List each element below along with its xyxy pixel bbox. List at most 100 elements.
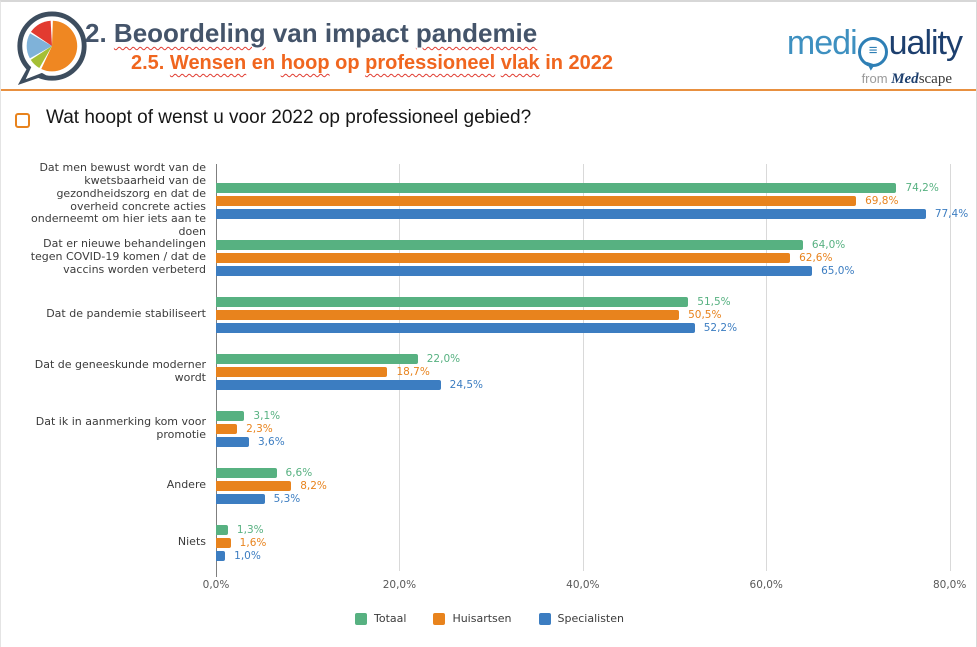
title-segment: van impact <box>265 18 416 48</box>
bar-group: 3,1% 2,3% 3,6% <box>216 409 968 448</box>
value-label: 3,1% <box>253 409 281 422</box>
x-tick-label: 40,0% <box>566 579 600 591</box>
vertical-gridline <box>582 164 584 571</box>
bar-line: 77,4% <box>216 208 968 220</box>
category-label: Dat er nieuwe behandelingen tegen COVID-… <box>30 237 206 276</box>
bar-huisartsen <box>216 366 388 377</box>
bar-totaal <box>216 410 245 421</box>
bar-group: 64,0% 62,6% 65,0% <box>216 238 968 277</box>
bar-specialisten <box>216 493 265 504</box>
bar-specialisten <box>216 265 813 276</box>
orange-checkbox-bullet-icon <box>15 113 30 128</box>
title-segment: in 2022 <box>539 52 614 74</box>
chart-row: Niets 1,3% 1,6% 1,0% <box>11 514 968 571</box>
chart-row: Dat de geneeskunde moderner wordt 22,0% 18… <box>11 343 968 400</box>
tagline-scape: scape <box>918 70 952 87</box>
value-label: 64,0% <box>811 238 846 251</box>
value-label: 62,6% <box>799 251 833 264</box>
chart-row: Dat er nieuwe behandelingen tegen COVID-… <box>11 229 968 286</box>
x-tick-label: 0,0% <box>202 579 230 591</box>
bar-group: 51,5% 50,5% 52,2% <box>216 296 968 334</box>
title-segment: Beoordeling <box>113 18 266 48</box>
bar-line: 8,2% <box>216 479 968 492</box>
mediquality-wordmark: medi ≡ uality <box>786 24 963 67</box>
bar-line: 65,0% <box>216 264 968 277</box>
slide-header: 2. Beoordeling van impact pandemie 2.5. … <box>1 2 976 91</box>
from-medscape-tagline: from Medscape <box>787 71 952 88</box>
x-tick-label: 60,0% <box>749 579 783 591</box>
bar-line: 5,3% <box>216 493 968 505</box>
legend-swatch-icon <box>355 612 367 625</box>
title-segment: vlak <box>500 52 540 74</box>
legend-item-specialisten: Specialisten <box>538 612 624 625</box>
legend-swatch-icon <box>538 612 551 625</box>
chart-row: Dat men bewust wordt van de kwetsbaarhei… <box>11 161 968 237</box>
slide-subtitle: 2.5. Wensen en hoop op professioneel vla… <box>131 52 613 75</box>
value-label: 1,3% <box>236 523 264 536</box>
question-text: Wat hoopt of wenst u voor 2022 op profes… <box>46 107 532 128</box>
bar-line: 51,5% <box>216 296 968 308</box>
bar-line: 64,0% <box>216 238 968 251</box>
bar-specialisten <box>216 436 249 447</box>
value-label: 1,0% <box>234 549 261 562</box>
value-label: 6,6% <box>285 466 313 479</box>
title-segment: op <box>329 52 366 74</box>
bar-line: 3,6% <box>216 435 968 448</box>
bar-chart: Dat men bewust wordt van de kwetsbaarhei… <box>11 161 968 642</box>
value-label: 65,0% <box>821 264 855 277</box>
wordmark-medi: medi <box>786 24 858 62</box>
legend-label: Totaal <box>374 612 407 625</box>
speech-bubble-q-icon: ≡ <box>857 36 888 67</box>
bar-specialisten <box>216 322 695 333</box>
bar-group: 1,3% 1,6% 1,0% <box>216 523 968 562</box>
bar-totaal <box>216 524 228 535</box>
title-segment: en <box>246 52 281 74</box>
tagline-med: Med <box>891 70 919 87</box>
vertical-gridline <box>766 164 768 571</box>
value-label: 8,2% <box>300 479 327 492</box>
vertical-gridline <box>949 164 951 571</box>
mediquality-pie-bubble-logo <box>17 11 87 86</box>
legend-label: Specialisten <box>557 612 624 625</box>
chart-row: Dat de pandemie stabiliseert 51,5% 50,5% 52… <box>11 286 968 343</box>
title-segment: professioneel <box>365 52 496 74</box>
legend-item-huisartsen: Huisartsen <box>433 612 512 625</box>
bar-totaal <box>216 353 418 364</box>
x-tick-label: 20,0% <box>382 579 417 591</box>
value-label: 3,6% <box>258 435 285 448</box>
bar-line: 50,5% <box>216 309 968 321</box>
bar-totaal <box>216 467 277 478</box>
bar-huisartsen <box>216 309 680 320</box>
bar-huisartsen <box>216 480 292 491</box>
bar-huisartsen <box>216 537 231 548</box>
bar-line: 22,0% <box>216 352 968 365</box>
value-label: 18,7% <box>396 365 430 378</box>
bar-line: 2,3% <box>216 423 968 435</box>
bar-totaal <box>216 182 897 193</box>
title-block: 2. Beoordeling van impact pandemie 2.5. … <box>85 18 613 75</box>
legend-label: Huisartsen <box>452 612 512 625</box>
x-axis: 0,0% 20,0% 40,0% 60,0% 80,0% <box>203 579 968 595</box>
legend-item-totaal: Totaal <box>355 612 406 625</box>
category-label: Dat ik in aanmerking kom voor promotie <box>35 414 206 441</box>
bar-huisartsen <box>216 423 238 434</box>
bar-specialisten <box>216 379 441 390</box>
bar-line: 1,0% <box>216 549 968 562</box>
category-label: Dat de pandemie stabiliseert <box>46 307 206 321</box>
title-segment: pandemie <box>415 18 538 48</box>
bar-line: 3,1% <box>216 409 968 422</box>
bar-totaal <box>216 296 689 307</box>
vertical-gridline <box>399 164 401 571</box>
bar-line: 62,6% <box>216 251 968 264</box>
category-label: Dat men bewust wordt van de kwetsbaarhei… <box>31 161 206 238</box>
bar-specialisten <box>216 208 926 219</box>
wordmark-uality: uality <box>888 24 963 62</box>
bar-line: 6,6% <box>216 466 968 479</box>
value-label: 69,8% <box>865 194 899 207</box>
value-label: 22,0% <box>426 352 461 365</box>
value-label: 1,6% <box>239 536 267 549</box>
bar-huisartsen <box>216 195 857 206</box>
bar-line: 69,8% <box>216 194 968 207</box>
bar-line: 1,6% <box>216 536 968 549</box>
bar-line: 74,2% <box>216 182 968 194</box>
